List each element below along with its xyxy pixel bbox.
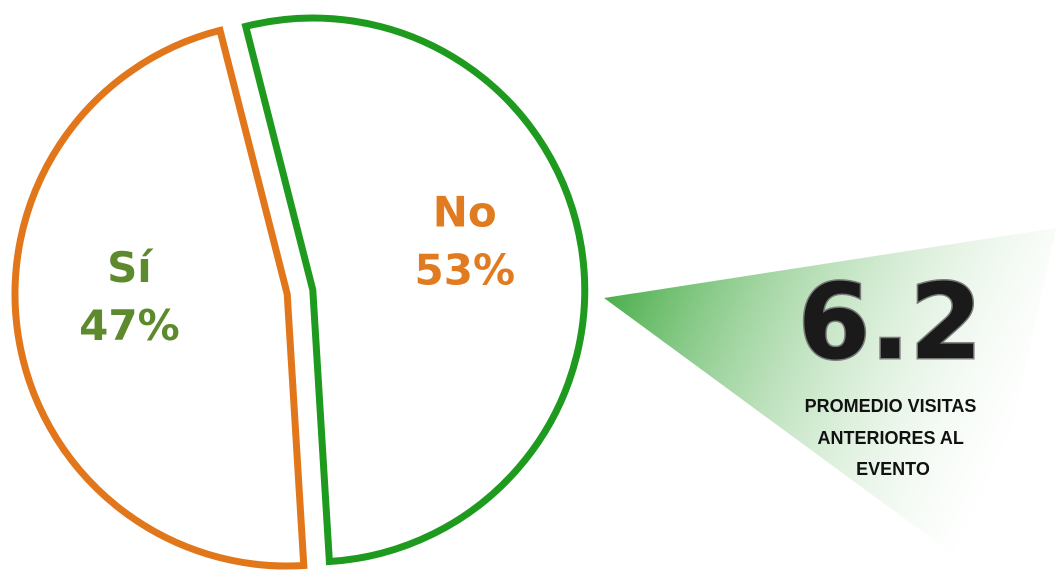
pie-slice-label-value: 47%	[79, 301, 180, 350]
stat-callout: 6.2 PROMEDIO VISITAS ANTERIORES AL EVENT…	[604, 228, 1056, 574]
stat-value: 6.2	[798, 261, 982, 383]
pie-chart: No 53% Sí 47%	[11, 14, 589, 570]
pie-slice-label-category: No	[433, 188, 497, 237]
stat-caption-line-3: EVENTO	[856, 459, 930, 479]
stat-caption-line-1: PROMEDIO VISITAS	[805, 396, 977, 416]
stat-caption-line-2: ANTERIORES AL	[817, 428, 963, 448]
pie-slice-label-value: 53%	[415, 246, 516, 295]
pie-slice-label-category: Sí	[107, 243, 154, 292]
stat-triangle	[604, 228, 1056, 574]
pie-slice-no	[241, 14, 589, 566]
stat-caption: PROMEDIO VISITAS ANTERIORES AL EVENTO	[805, 396, 982, 479]
pie-slice-si	[11, 26, 308, 570]
